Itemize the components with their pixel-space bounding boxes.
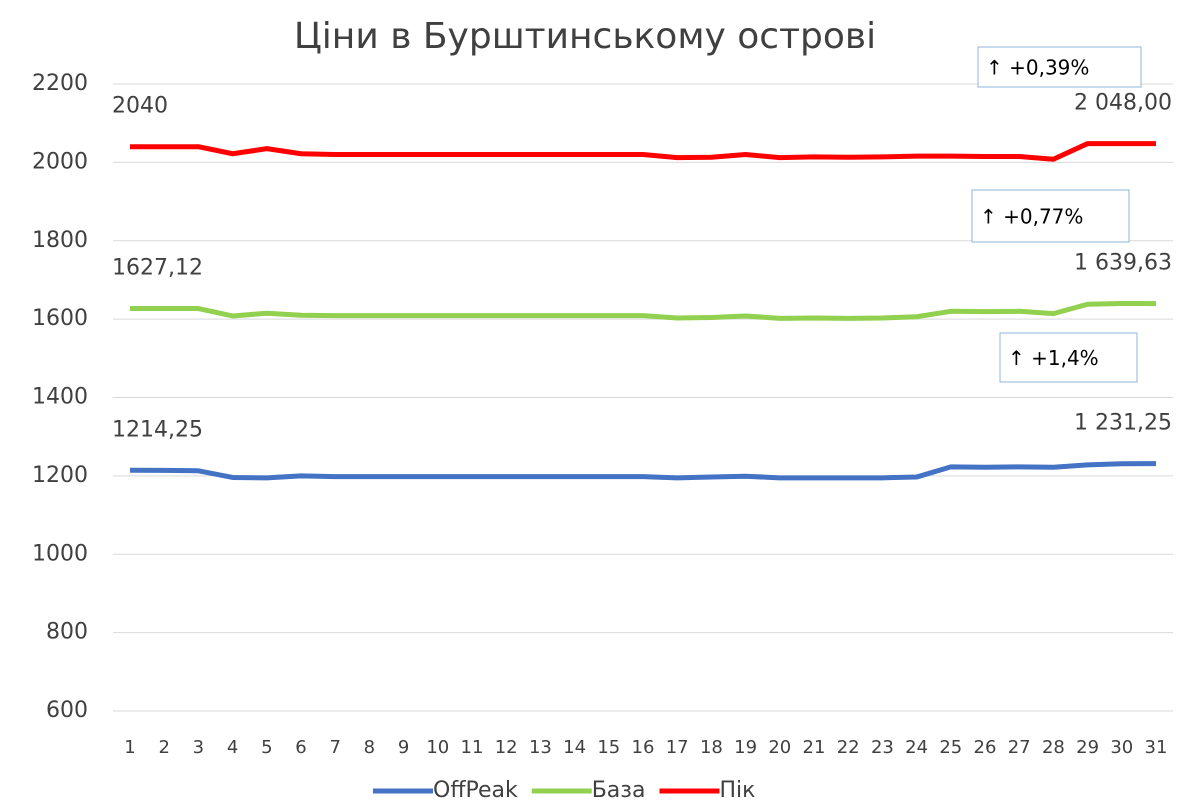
x-tick-label: 18	[700, 737, 723, 758]
annotation-box	[999, 332, 1138, 383]
x-tick-label: 1	[124, 737, 135, 758]
annotation: ↑ +0,77%	[980, 205, 1083, 229]
x-tick-label: 31	[1145, 737, 1168, 758]
x-tick-label: 16	[632, 737, 655, 758]
x-tick-label: 7	[329, 737, 340, 758]
annotation: ↑ +1,4%	[1008, 346, 1099, 370]
y-tick-label: 600	[46, 698, 88, 723]
y-tick-label: 800	[46, 620, 88, 645]
annotation: ↑ +0,39%	[986, 56, 1089, 80]
x-tick-label: 21	[803, 737, 826, 758]
x-tick-label: 10	[426, 737, 449, 758]
x-tick-label: 9	[398, 737, 409, 758]
annotation-box	[971, 189, 1130, 243]
legend-label: База	[592, 778, 646, 803]
x-tick-label: 26	[974, 737, 997, 758]
data-label: 2 048,00	[1074, 91, 1172, 116]
x-tick-label: 22	[837, 737, 860, 758]
series-line	[130, 141, 1156, 162]
y-tick-label: 1400	[32, 385, 88, 410]
x-tick-label: 23	[871, 737, 894, 758]
x-tick-label: 17	[666, 737, 689, 758]
x-tick-label: 15	[597, 737, 620, 758]
x-tick-label: 11	[461, 737, 484, 758]
x-tick-label: 12	[495, 737, 518, 758]
x-tick-label: 3	[193, 737, 204, 758]
legend-label: Пік	[719, 778, 755, 803]
x-tick-label: 27	[1008, 737, 1031, 758]
x-tick-label: 14	[563, 737, 586, 758]
x-tick-label: 2	[158, 737, 169, 758]
x-tick-label: 20	[768, 737, 791, 758]
x-tick-label: 8	[364, 737, 375, 758]
data-label: 1 231,25	[1074, 411, 1172, 436]
chart-title: Ціни в Бурштинському острові	[294, 16, 876, 57]
data-label: 2040	[112, 94, 168, 119]
legend-label: OffPeak	[433, 778, 518, 803]
y-tick-label: 2200	[32, 71, 88, 96]
x-tick-label: 29	[1076, 737, 1099, 758]
series-line	[129, 461, 1157, 481]
x-tick-label: 6	[295, 737, 306, 758]
y-tick-label: 2000	[32, 149, 88, 174]
data-label: 1627,12	[112, 255, 203, 280]
x-tick-label: 19	[734, 737, 757, 758]
annotation-box	[977, 46, 1142, 88]
x-tick-label: 24	[905, 737, 928, 758]
y-tick-label: 1200	[32, 463, 88, 488]
y-tick-label: 1800	[32, 228, 88, 253]
data-label: 1214,25	[112, 417, 203, 442]
data-label: 1 639,63	[1074, 251, 1172, 276]
x-tick-label: 25	[939, 737, 962, 758]
x-tick-label: 5	[261, 737, 272, 758]
x-tick-label: 28	[1042, 737, 1065, 758]
x-tick-label: 30	[1110, 737, 1133, 758]
series-line	[129, 300, 1157, 321]
y-tick-label: 1000	[32, 541, 88, 566]
x-tick-label: 13	[529, 737, 552, 758]
y-tick-label: 1600	[32, 306, 88, 331]
x-tick-label: 4	[227, 737, 238, 758]
